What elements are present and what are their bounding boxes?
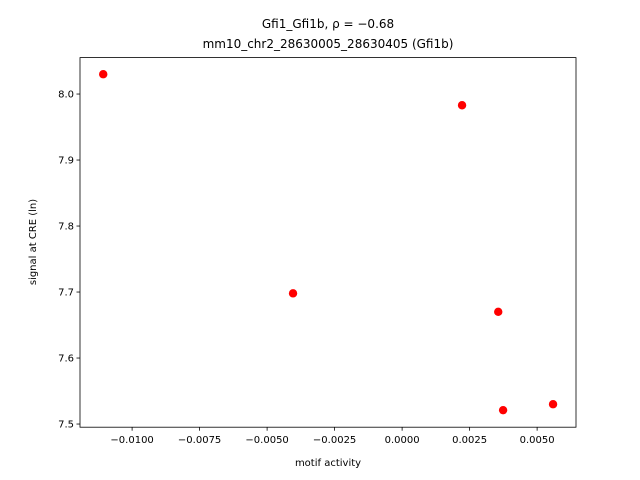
x-tick-label: −0.0075	[178, 435, 221, 446]
y-tick-label: 7.6	[58, 354, 74, 365]
x-tick-label: 0.0025	[452, 435, 487, 446]
point	[548, 400, 558, 409]
point	[494, 307, 503, 317]
x-tick-label: 0.0000	[385, 435, 420, 446]
chart-subtitle: mm10_chr2_28630005_28630405 (Gfi1b)	[203, 37, 454, 51]
point	[288, 289, 298, 298]
x-tick-label: −0.0025	[313, 435, 356, 446]
chart-title: Gfi1_Gfi1b, ρ = −0.68	[262, 17, 394, 31]
x-tick-label: −0.0050	[245, 435, 288, 446]
y-tick-label: 7.7	[58, 288, 74, 299]
plot-frame	[79, 57, 577, 428]
y-tick-label: 7.9	[58, 156, 74, 167]
y-tick-label: 8.0	[58, 90, 74, 101]
y-axis-label: signal at CRE (ln)	[28, 199, 39, 285]
x-tick-label: 0.0050	[520, 435, 555, 446]
x-tick-label: −0.0100	[110, 435, 153, 446]
x-axis-label: motif activity	[295, 458, 361, 469]
point	[99, 70, 108, 79]
y-tick-label: 7.8	[58, 222, 74, 233]
y-tick-label: 7.5	[58, 420, 74, 431]
point	[498, 405, 508, 415]
point	[457, 101, 467, 110]
